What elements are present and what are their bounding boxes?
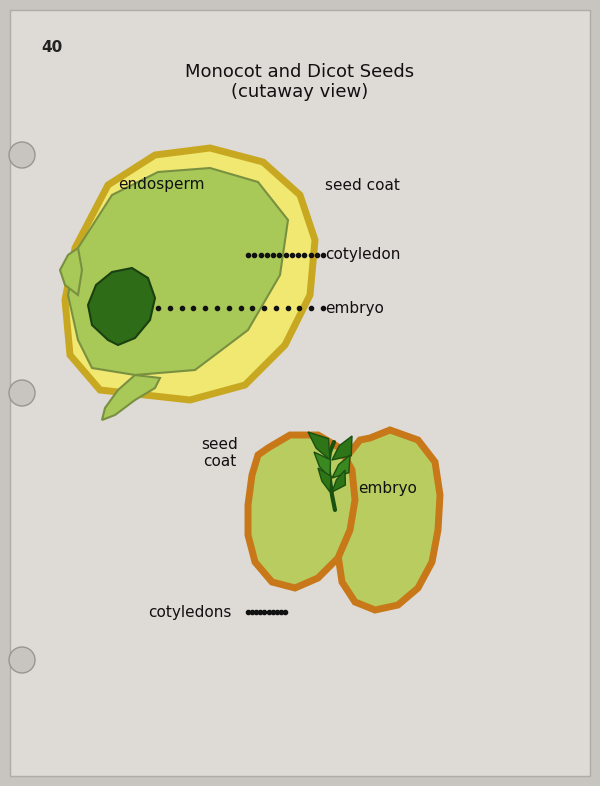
Text: seed
coat: seed coat xyxy=(202,437,238,469)
Text: cotyledons: cotyledons xyxy=(148,604,232,619)
Polygon shape xyxy=(338,430,440,610)
Circle shape xyxy=(9,380,35,406)
Polygon shape xyxy=(248,435,355,588)
Polygon shape xyxy=(88,268,155,345)
Polygon shape xyxy=(102,375,160,420)
Polygon shape xyxy=(65,148,315,400)
Text: 40: 40 xyxy=(41,41,62,56)
Text: (cutaway view): (cutaway view) xyxy=(232,83,368,101)
Text: Monocot and Dicot Seeds: Monocot and Dicot Seeds xyxy=(185,63,415,81)
Polygon shape xyxy=(68,168,288,375)
Polygon shape xyxy=(60,248,82,295)
Text: embryo: embryo xyxy=(325,300,384,315)
Polygon shape xyxy=(314,452,331,478)
Circle shape xyxy=(9,647,35,673)
Polygon shape xyxy=(332,470,346,492)
Polygon shape xyxy=(332,436,352,460)
Text: embryo: embryo xyxy=(358,480,417,495)
Polygon shape xyxy=(308,432,330,460)
Text: cotyledon: cotyledon xyxy=(325,248,400,263)
Polygon shape xyxy=(318,468,331,492)
Text: seed coat: seed coat xyxy=(325,178,400,193)
Polygon shape xyxy=(332,455,350,478)
Text: endosperm: endosperm xyxy=(118,178,205,193)
Circle shape xyxy=(9,142,35,168)
